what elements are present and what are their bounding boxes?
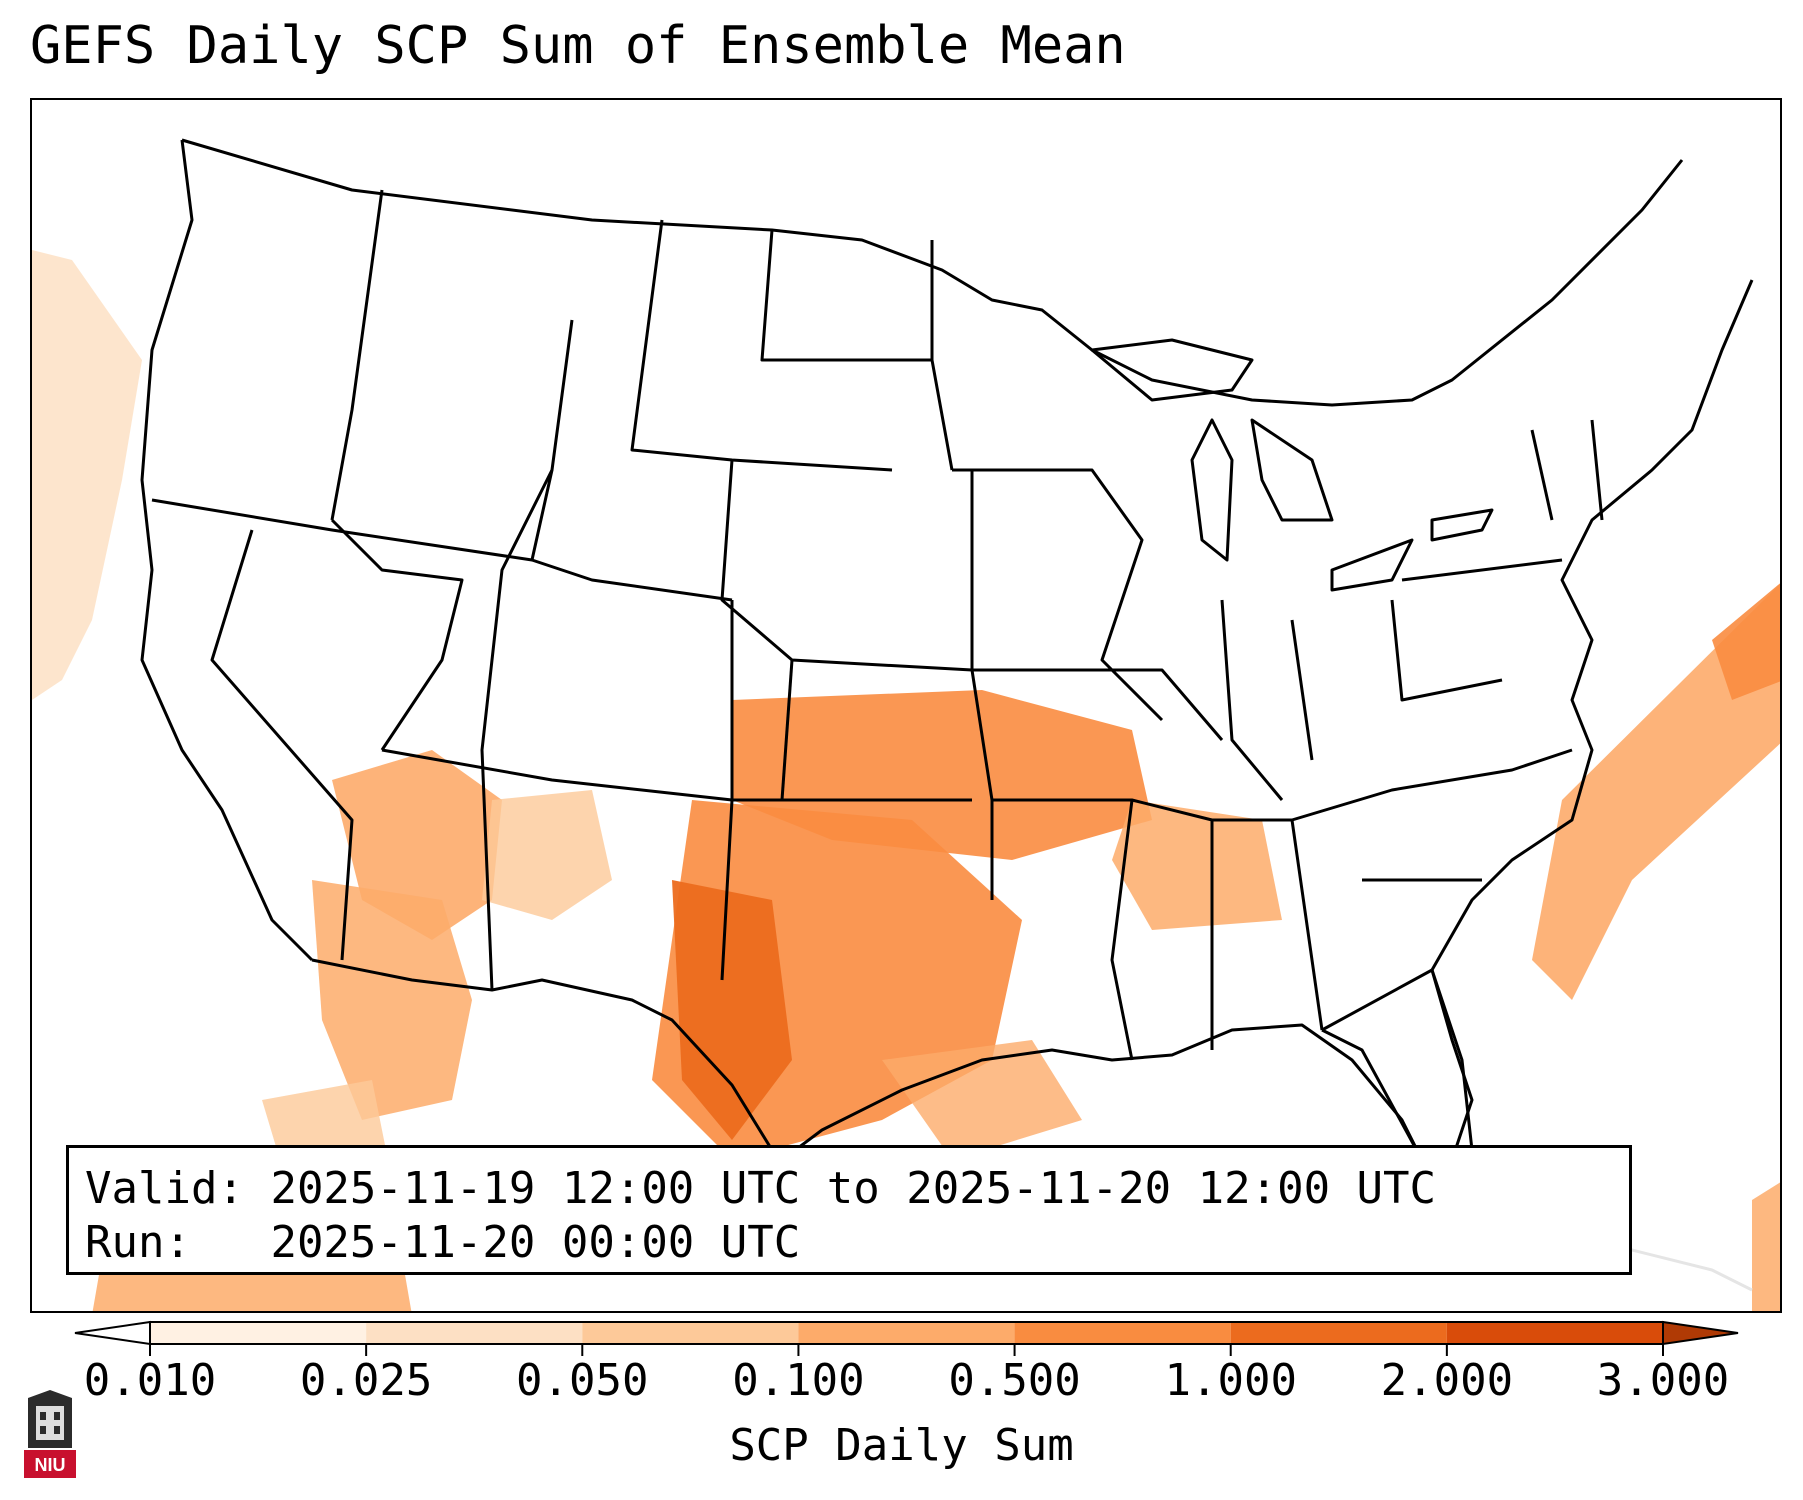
scp-area-atlantic xyxy=(1532,583,1780,1000)
valid-label: Valid: xyxy=(85,1163,244,1214)
east-coast xyxy=(1430,279,1754,971)
lake-erie xyxy=(1330,538,1414,592)
colorbar-outline xyxy=(149,1321,1664,1345)
map-title: GEFS Daily SCP Sum of Ensemble Mean xyxy=(30,16,1126,76)
run-value: 2025-11-20 00:00 UTC xyxy=(270,1217,801,1268)
scp-shading xyxy=(32,250,1780,1311)
west-coast xyxy=(140,139,314,962)
valid-value: 2025-11-19 12:00 UTC to 2025-11-20 12:00… xyxy=(270,1163,1437,1214)
colorbar-tick-label: 0.010 xyxy=(83,1355,217,1406)
scp-area-caribbean xyxy=(1752,1182,1780,1311)
scp-area-baja xyxy=(312,880,472,1120)
scp-area-atlantic-core xyxy=(1712,583,1780,700)
colorbar-tick-label: 3.000 xyxy=(1596,1355,1730,1406)
map-panel xyxy=(30,98,1782,1313)
colorbar-tick-label: 0.025 xyxy=(299,1355,433,1406)
map-canvas xyxy=(32,138,1780,1311)
lake-superior xyxy=(1090,338,1254,402)
scp-area-arkansas-tennessee xyxy=(1112,800,1282,930)
colorbar-segment xyxy=(150,1322,367,1344)
svg-text:NIU: NIU xyxy=(35,1455,66,1475)
colorbar-segment xyxy=(582,1322,799,1344)
valid-line: Valid: 2025-11-19 12:00 UTC to 2025-11-2… xyxy=(85,1162,1613,1216)
colorbar-extend-max xyxy=(1662,1320,1739,1346)
colorbar-tick-label: 0.500 xyxy=(948,1355,1081,1406)
colorbar-tick-label: 0.050 xyxy=(516,1355,649,1406)
run-line: Run: 2025-11-20 00:00 UTC xyxy=(85,1216,1613,1270)
colorbar-extend-min xyxy=(74,1320,151,1346)
gulf-coast xyxy=(780,969,1474,1221)
colorbar-segment xyxy=(1014,1322,1231,1344)
colorbar-segment xyxy=(798,1322,1015,1344)
run-label: Run: xyxy=(85,1217,191,1268)
colorbar-tick-label: 1.000 xyxy=(1164,1355,1297,1406)
lake-michigan xyxy=(1190,418,1234,562)
scp-area-new-mexico xyxy=(482,790,612,920)
scp-area-gulf-coast xyxy=(882,1040,1082,1160)
mexico-border xyxy=(311,958,794,1221)
colorbar-label: SCP Daily Sum xyxy=(729,1420,1074,1471)
lake-ontario xyxy=(1430,508,1494,542)
colorbar-segment xyxy=(1230,1322,1447,1344)
colorbar xyxy=(74,1320,1739,1356)
colorbar-segment xyxy=(366,1322,583,1344)
lake-huron xyxy=(1250,418,1334,522)
colorbar-tick-label: 0.100 xyxy=(732,1355,865,1406)
valid-run-box: Valid: 2025-11-19 12:00 UTC to 2025-11-2… xyxy=(66,1145,1632,1275)
state-boundaries xyxy=(140,138,1754,1292)
scp-area-pacific-nw xyxy=(32,250,142,700)
niu-logo: NIU xyxy=(24,1390,76,1478)
colorbar-segment xyxy=(1446,1322,1663,1344)
scp-area-texas-core xyxy=(672,880,792,1140)
colorbar-tick-label: 2.000 xyxy=(1380,1355,1514,1406)
